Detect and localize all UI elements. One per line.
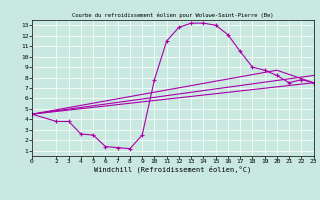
X-axis label: Windchill (Refroidissement éolien,°C): Windchill (Refroidissement éolien,°C): [94, 166, 252, 173]
Title: Courbe du refroidissement éolien pour Woluwe-Saint-Pierre (Be): Courbe du refroidissement éolien pour Wo…: [72, 13, 274, 18]
